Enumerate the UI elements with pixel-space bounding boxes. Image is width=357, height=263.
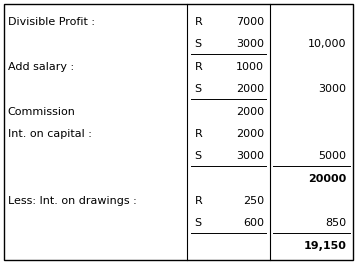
Text: 3000: 3000	[236, 39, 264, 49]
Text: 3000: 3000	[236, 151, 264, 161]
Text: S: S	[195, 39, 202, 49]
Text: S: S	[195, 218, 202, 228]
Text: R: R	[195, 17, 202, 27]
Text: 5000: 5000	[318, 151, 346, 161]
Text: S: S	[195, 84, 202, 94]
Text: 2000: 2000	[236, 84, 264, 94]
Text: 2000: 2000	[236, 107, 264, 117]
Text: 20000: 20000	[308, 174, 346, 184]
Text: Int. on capital :: Int. on capital :	[8, 129, 92, 139]
Text: 250: 250	[243, 196, 264, 206]
Text: 19,150: 19,150	[303, 241, 346, 251]
Text: S: S	[195, 151, 202, 161]
Text: R: R	[195, 196, 202, 206]
Text: 2000: 2000	[236, 129, 264, 139]
Text: Divisible Profit :: Divisible Profit :	[8, 17, 95, 27]
Text: 1000: 1000	[236, 62, 264, 72]
Text: Less: Int. on drawings :: Less: Int. on drawings :	[8, 196, 137, 206]
Text: 7000: 7000	[236, 17, 264, 27]
Text: 850: 850	[325, 218, 346, 228]
Text: Add salary :: Add salary :	[8, 62, 74, 72]
Text: 10,000: 10,000	[308, 39, 346, 49]
Text: R: R	[195, 129, 202, 139]
Text: Commission: Commission	[8, 107, 76, 117]
Text: R: R	[195, 62, 202, 72]
Text: 3000: 3000	[318, 84, 346, 94]
Text: 600: 600	[243, 218, 264, 228]
